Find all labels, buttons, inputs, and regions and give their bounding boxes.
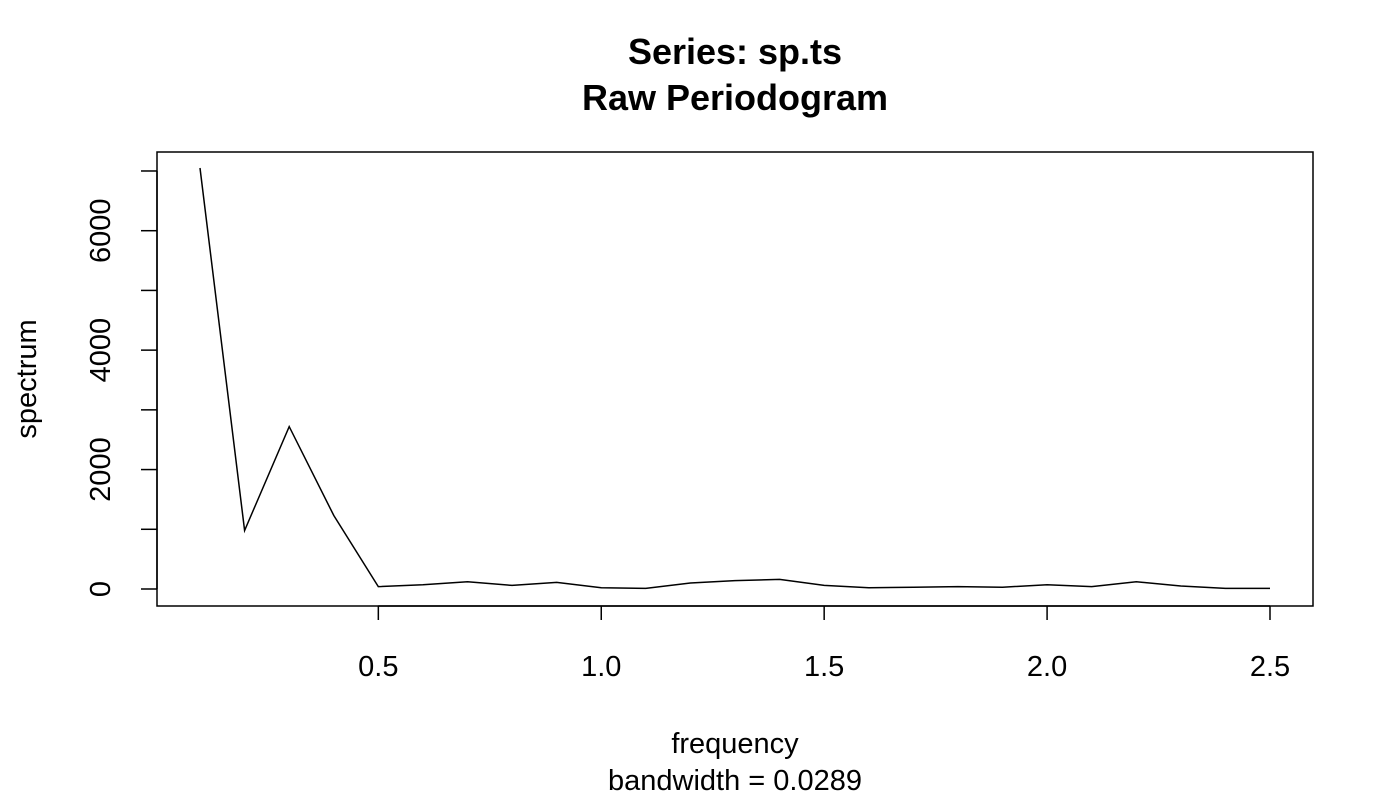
x-tick-label: 1.0 <box>581 651 621 683</box>
x-axis: 0.5 1.0 1.5 2.0 2.5 <box>358 605 1290 683</box>
y-axis: 0 2000 4000 6000 <box>85 170 158 597</box>
y-axis-label: spectrum <box>11 319 43 438</box>
chart-title: Series: sp.ts <box>628 31 842 72</box>
bandwidth-label: bandwidth = 0.0289 <box>608 765 862 797</box>
y-tick-label: 0 <box>85 581 117 597</box>
x-tick-label: 1.5 <box>804 651 844 683</box>
plot-frame <box>156 151 1314 607</box>
y-tick-label: 6000 <box>85 198 117 263</box>
spectrum-line <box>199 167 1270 590</box>
x-axis-label: frequency <box>671 728 799 760</box>
y-tick-label: 2000 <box>85 437 117 502</box>
chart-subtitle: Raw Periodogram <box>582 77 888 118</box>
series-layer <box>199 167 1270 590</box>
x-tick-label: 2.0 <box>1027 651 1067 683</box>
y-tick-label: 4000 <box>85 318 117 383</box>
x-tick-label: 2.5 <box>1250 651 1290 683</box>
x-tick-label: 0.5 <box>358 651 398 683</box>
